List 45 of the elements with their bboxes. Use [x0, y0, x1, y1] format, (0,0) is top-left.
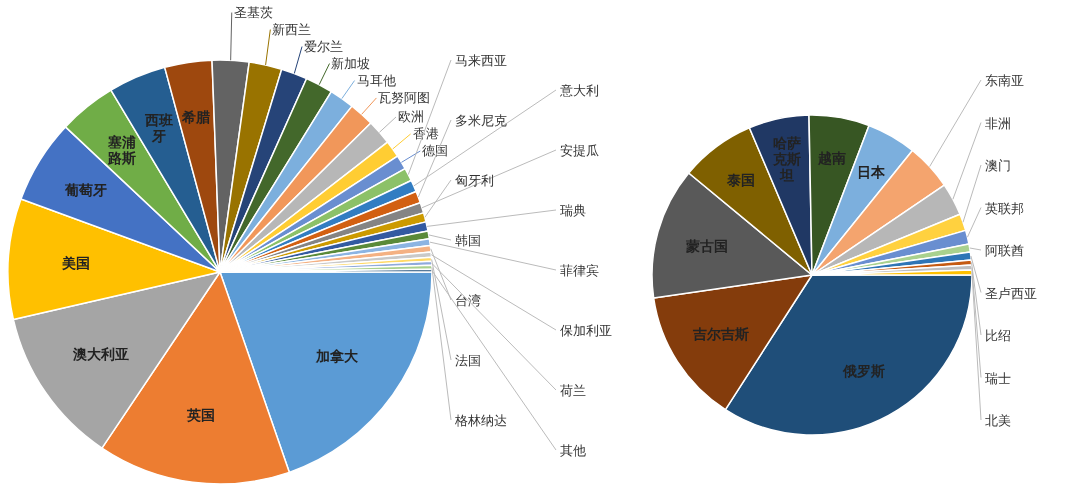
slice-label: 新加坡 [331, 55, 371, 71]
slice-label: 菲律宾 [560, 263, 599, 278]
slice-label: 哈萨克斯坦 [772, 135, 802, 184]
slice-label: 俄罗斯 [842, 362, 886, 379]
slice-label: 法国 [455, 353, 481, 368]
slice-label: 香港 [412, 125, 439, 141]
slice-label: 台湾 [455, 293, 481, 308]
slice-label: 日本 [856, 164, 886, 181]
slice-label: 葡萄牙 [64, 181, 108, 198]
slice-label: 新西兰 [272, 21, 312, 37]
slice-label: 其他 [560, 443, 586, 458]
slice-label: 瓦努阿图 [378, 89, 431, 105]
slice-label: 澳门 [985, 158, 1011, 173]
slice-label: 荷兰 [560, 383, 586, 398]
slice-label: 匈牙利 [455, 173, 494, 188]
slice-label: 格林纳达 [454, 413, 507, 428]
slice-label: 塞浦路斯 [106, 133, 136, 166]
slice-label: 圣卢西亚 [985, 285, 1037, 301]
slice-label: 马来西亚 [455, 53, 507, 68]
slice-label: 澳大利亚 [72, 345, 130, 362]
slice-label: 阿联酋 [985, 243, 1024, 258]
slice-label: 泰国 [726, 172, 756, 189]
slice-label: 马耳他 [356, 72, 396, 88]
slice-label: 保加利亚 [560, 323, 612, 338]
slice-label: 西班牙 [143, 111, 173, 144]
slice-label: 英国 [186, 406, 216, 423]
slice-label: 韩国 [455, 233, 481, 248]
slice-label: 英联邦 [985, 200, 1024, 216]
slice-label: 瑞士 [985, 370, 1011, 386]
slice-label: 加拿大 [315, 347, 360, 364]
slice-label: 吉尔吉斯 [691, 325, 749, 342]
slice-label: 圣基茨 [233, 4, 273, 20]
slice-label: 北美 [985, 413, 1011, 428]
slice-label: 希腊 [181, 108, 211, 125]
slice-label: 爱尔兰 [304, 38, 344, 54]
slice-label: 美国 [61, 254, 91, 271]
slice-label: 欧洲 [398, 108, 425, 124]
slice-label: 多米尼克 [455, 113, 507, 128]
slice-label: 意大利 [559, 83, 599, 98]
slice-label: 非洲 [985, 115, 1011, 131]
slice-label: 比绍 [985, 328, 1011, 343]
slice-label: 东南亚 [985, 73, 1024, 88]
slice-label: 瑞典 [560, 203, 586, 218]
slice-label: 德国 [422, 142, 449, 158]
slice-label: 安提瓜 [560, 143, 599, 158]
